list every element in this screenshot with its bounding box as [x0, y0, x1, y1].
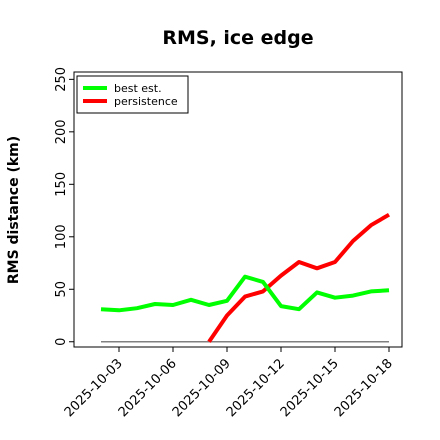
persistence-line [207, 212, 391, 343]
legend-box [76, 75, 189, 114]
y-tick-label: 100 [54, 224, 69, 249]
best-est-line [100, 274, 390, 313]
legend: best est. persistence [76, 75, 189, 114]
legend-label-persistence: persistence [114, 95, 178, 108]
y-tick-label: 150 [54, 172, 69, 197]
y-tick-label: 250 [54, 67, 69, 92]
y-tick-label: 50 [54, 281, 69, 298]
y-tick-label: 0 [54, 338, 69, 346]
chart-title: RMS, ice edge [162, 27, 313, 49]
y-tick-label: 200 [54, 119, 69, 144]
legend-label-best-est: best est. [114, 82, 162, 95]
series-lines [100, 212, 391, 343]
plot-area [73, 71, 403, 348]
x-tick-label: 2025-10-18 [332, 356, 396, 420]
y-axis: 0 50 100 150 200 250 [54, 67, 74, 346]
x-axis: 2025-10-032025-10-062025-10-092025-10-12… [62, 347, 396, 420]
y-axis-label: RMS distance (km) [6, 136, 22, 284]
